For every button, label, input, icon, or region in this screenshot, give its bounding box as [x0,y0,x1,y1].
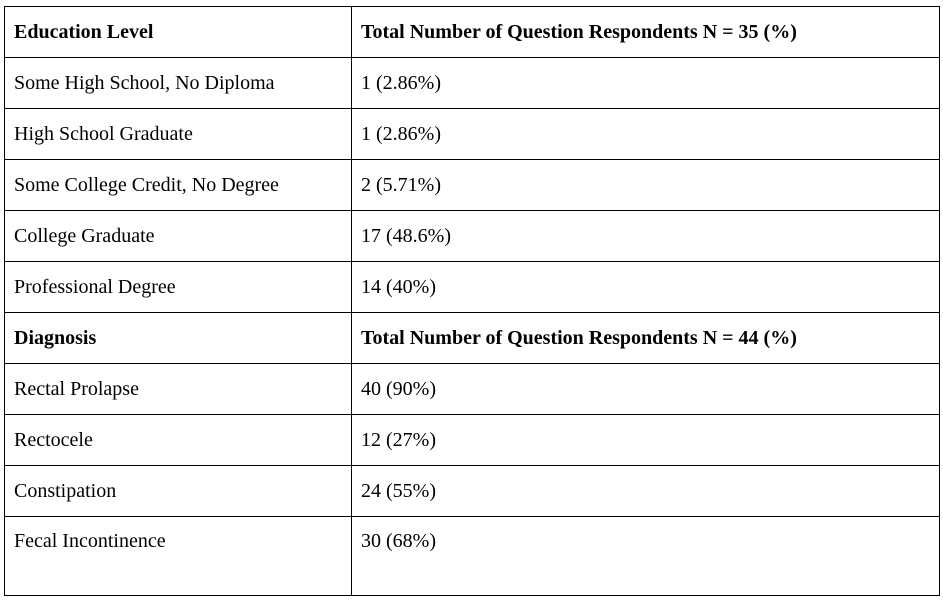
header-cell: Diagnosis [4,312,352,364]
header-row: Diagnosis Total Number of Question Respon… [4,312,940,364]
table-body: Education Level Total Number of Question … [4,6,940,596]
table-cell: College Graduate [4,210,352,262]
table-row: Constipation 24 (55%) [4,465,940,517]
table-cell: 2 (5.71%) [351,159,940,211]
table-row: Fecal Incontinence 30 (68%) [4,516,940,596]
table-row: College Graduate 17 (48.6%) [4,210,940,262]
header-cell: Education Level [4,6,352,58]
table-cell: 17 (48.6%) [351,210,940,262]
header-cell: Total Number of Question Respondents N =… [351,312,940,364]
table-cell: 40 (90%) [351,363,940,415]
table-cell: Some High School, No Diploma [4,57,352,109]
table-row: Some College Credit, No Degree 2 (5.71%) [4,159,940,211]
table-cell: Rectocele [4,414,352,466]
table-row: Professional Degree 14 (40%) [4,261,940,313]
header-row: Education Level Total Number of Question … [4,6,940,58]
table-cell: 12 (27%) [351,414,940,466]
table-cell: 24 (55%) [351,465,940,517]
table-cell: Some College Credit, No Degree [4,159,352,211]
table-row: Rectocele 12 (27%) [4,414,940,466]
table-cell: 1 (2.86%) [351,57,940,109]
data-table: Education Level Total Number of Question … [4,6,940,596]
table-cell: 14 (40%) [351,261,940,313]
table-cell: Rectal Prolapse [4,363,352,415]
table-cell: High School Graduate [4,108,352,160]
table-cell: 1 (2.86%) [351,108,940,160]
table-cell: Professional Degree [4,261,352,313]
table-cell: Fecal Incontinence [4,516,352,596]
table-cell: 30 (68%) [351,516,940,596]
table-row: High School Graduate 1 (2.86%) [4,108,940,160]
table-cell: Constipation [4,465,352,517]
table-row: Some High School, No Diploma 1 (2.86%) [4,57,940,109]
header-cell: Total Number of Question Respondents N =… [351,6,940,58]
table-row: Rectal Prolapse 40 (90%) [4,363,940,415]
